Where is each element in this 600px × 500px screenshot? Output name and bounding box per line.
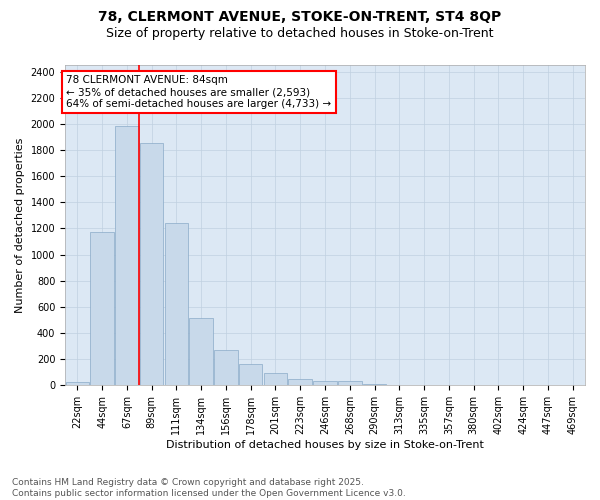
Text: Size of property relative to detached houses in Stoke-on-Trent: Size of property relative to detached ho… [106, 28, 494, 40]
Bar [313, 381, 337, 386]
Bar [388, 384, 411, 386]
Bar [214, 350, 238, 386]
Bar [115, 126, 139, 386]
Bar [289, 380, 312, 386]
Bar [363, 384, 386, 386]
Bar [91, 232, 114, 386]
Bar [239, 364, 262, 386]
Bar [338, 382, 362, 386]
X-axis label: Distribution of detached houses by size in Stoke-on-Trent: Distribution of detached houses by size … [166, 440, 484, 450]
Text: Contains HM Land Registry data © Crown copyright and database right 2025.
Contai: Contains HM Land Registry data © Crown c… [12, 478, 406, 498]
Bar [65, 382, 89, 386]
Text: 78, CLERMONT AVENUE, STOKE-ON-TRENT, ST4 8QP: 78, CLERMONT AVENUE, STOKE-ON-TRENT, ST4… [98, 10, 502, 24]
Text: 78 CLERMONT AVENUE: 84sqm
← 35% of detached houses are smaller (2,593)
64% of se: 78 CLERMONT AVENUE: 84sqm ← 35% of detac… [66, 76, 331, 108]
Y-axis label: Number of detached properties: Number of detached properties [15, 138, 25, 313]
Bar [264, 373, 287, 386]
Bar [140, 144, 163, 386]
Bar [190, 318, 213, 386]
Bar [164, 222, 188, 386]
